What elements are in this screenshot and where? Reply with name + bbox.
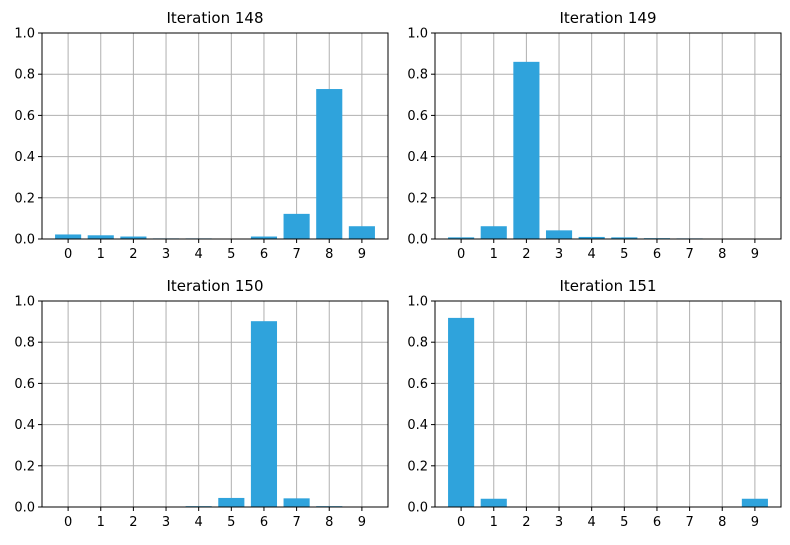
x-tick-label: 7	[292, 515, 300, 530]
y-tick-label: 0.4	[14, 150, 35, 165]
x-tick-label: 5	[620, 515, 628, 530]
y-tick-label: 0.0	[407, 233, 428, 248]
y-tick-label: 0.8	[14, 336, 35, 351]
bar-9	[349, 226, 375, 239]
y-tick-label: 0.6	[14, 109, 35, 124]
subplot-title: Iteration 150	[166, 277, 263, 295]
bar-2	[513, 62, 539, 239]
x-tick-label: 0	[64, 515, 72, 530]
y-tick-label: 1.0	[14, 295, 35, 310]
subplot-title: Iteration 148	[166, 9, 263, 27]
y-tick-label: 1.0	[14, 27, 35, 42]
bar-3	[546, 230, 572, 239]
x-tick-label: 1	[490, 515, 498, 530]
bar-0	[55, 234, 81, 239]
x-tick-label: 3	[162, 515, 170, 530]
x-tick-label: 7	[685, 247, 693, 262]
x-tick-label: 4	[195, 247, 203, 262]
y-tick-label: 0.8	[407, 68, 428, 83]
y-tick-label: 0.4	[407, 418, 428, 433]
x-tick-label: 1	[97, 247, 105, 262]
x-tick-label: 9	[358, 515, 366, 530]
x-tick-label: 2	[522, 515, 530, 530]
subplot-4: Iteration 151 0.0 0.2 0.4 0.6 0.8 1.0 0 1 2 3 4 5 6 7 8…	[407, 277, 781, 530]
y-tick-label: 0.8	[407, 336, 428, 351]
x-tick-label: 0	[457, 515, 465, 530]
bar-6	[251, 321, 277, 507]
bar-1	[88, 235, 114, 239]
bar-0	[448, 318, 474, 507]
subplot-1: Iteration 148 0.0 0.2 0.4 0.6 0.8 1.0 0 1 2 3 4 5 6 7 8…	[14, 9, 388, 262]
bar-7	[284, 214, 310, 239]
axes-frame	[435, 33, 781, 239]
x-tick-label: 6	[653, 515, 661, 530]
x-tick-label: 5	[227, 247, 235, 262]
x-tick-label: 5	[227, 515, 235, 530]
x-tick-label: 7	[685, 515, 693, 530]
x-tick-label: 8	[325, 247, 333, 262]
y-tick-label: 0.4	[14, 418, 35, 433]
x-tick-label: 3	[162, 247, 170, 262]
y-tick-label: 0.0	[14, 501, 35, 516]
x-tick-label: 6	[260, 247, 268, 262]
y-tick-label: 0.0	[407, 501, 428, 516]
x-tick-label: 1	[490, 247, 498, 262]
x-tick-label: 2	[129, 247, 137, 262]
y-tick-label: 0.2	[407, 459, 428, 474]
x-tick-label: 8	[718, 515, 726, 530]
subplot-3: Iteration 150 0.0 0.2 0.4 0.6 0.8 1.0 0 1 2 3 4 5 6 7 8…	[14, 277, 388, 530]
bar-9	[742, 499, 768, 507]
subplot-title: Iteration 151	[559, 277, 656, 295]
x-tick-label: 8	[325, 515, 333, 530]
x-tick-label: 4	[195, 515, 203, 530]
x-tick-label: 6	[260, 515, 268, 530]
axes-frame	[42, 301, 388, 507]
x-tick-label: 0	[457, 247, 465, 262]
x-tick-label: 4	[588, 515, 596, 530]
bar-8	[316, 89, 342, 239]
bar-1	[481, 226, 507, 239]
x-tick-label: 9	[751, 515, 759, 530]
y-tick-label: 0.8	[14, 68, 35, 83]
y-tick-label: 1.0	[407, 27, 428, 42]
x-tick-label: 9	[751, 247, 759, 262]
axes-frame	[435, 301, 781, 507]
x-tick-label: 6	[653, 247, 661, 262]
x-tick-label: 4	[588, 247, 596, 262]
x-tick-label: 0	[64, 247, 72, 262]
y-tick-label: 0.6	[407, 377, 428, 392]
y-tick-label: 0.4	[407, 150, 428, 165]
y-tick-label: 0.6	[407, 109, 428, 124]
x-tick-label: 2	[129, 515, 137, 530]
y-tick-label: 1.0	[407, 295, 428, 310]
bar-1	[481, 499, 507, 507]
subplot-2: Iteration 149 0.0 0.2 0.4 0.6 0.8 1.0 0 1 2 3 4 5 6 7 8…	[407, 9, 781, 262]
y-tick-label: 0.6	[14, 377, 35, 392]
x-tick-label: 2	[522, 247, 530, 262]
x-tick-label: 9	[358, 247, 366, 262]
x-tick-label: 1	[97, 515, 105, 530]
y-tick-label: 0.2	[407, 191, 428, 206]
x-tick-label: 8	[718, 247, 726, 262]
subplot-title: Iteration 149	[559, 9, 656, 27]
y-tick-label: 0.0	[14, 233, 35, 248]
bar-5	[218, 498, 244, 507]
y-tick-label: 0.2	[14, 191, 35, 206]
x-tick-label: 7	[292, 247, 300, 262]
bar-7	[284, 498, 310, 507]
y-tick-label: 0.2	[14, 459, 35, 474]
x-tick-label: 3	[555, 515, 563, 530]
x-tick-label: 3	[555, 247, 563, 262]
x-tick-label: 5	[620, 247, 628, 262]
